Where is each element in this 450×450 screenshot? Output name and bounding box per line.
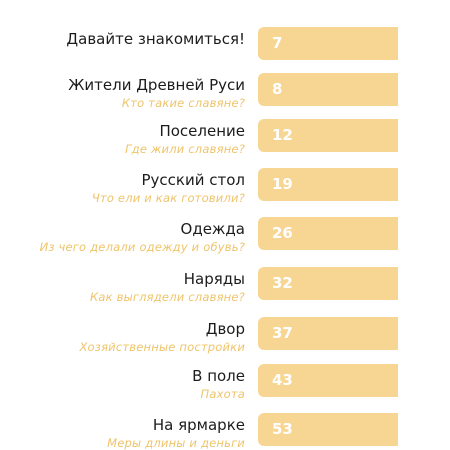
page-number: 53 bbox=[272, 420, 293, 438]
toc-entry-text: Жители Древней Руси Кто такие славяне? bbox=[5, 76, 245, 110]
toc-entry-subtitle: Меры длины и деньги bbox=[107, 436, 245, 450]
page-number-tab: 32 bbox=[258, 267, 398, 300]
toc-entry-subtitle: Пахота bbox=[200, 387, 245, 401]
toc-entry[interactable]: Давайте знакомиться! 7 bbox=[0, 27, 450, 78]
page-number-tab: 19 bbox=[258, 168, 398, 201]
page-number-tab: 26 bbox=[258, 217, 398, 250]
toc-entry-subtitle: Где жили славяне? bbox=[125, 142, 245, 156]
page-number: 26 bbox=[272, 224, 293, 242]
page-number: 8 bbox=[272, 80, 283, 98]
toc-entry-subtitle: Что ели и как готовили? bbox=[91, 191, 245, 205]
page-number-tab: 7 bbox=[258, 27, 398, 60]
toc-entry-text: Русский стол Что ели и как готовили? bbox=[5, 171, 245, 205]
page-number: 19 bbox=[272, 175, 293, 193]
toc-entry-subtitle: Хозяйственные постройки bbox=[79, 340, 245, 354]
toc-entry-title: Жители Древней Руси bbox=[68, 76, 245, 94]
page-number: 7 bbox=[272, 34, 283, 52]
toc-entry-text: Наряды Как выглядели славяне? bbox=[5, 270, 245, 304]
toc-entry-text: Давайте знакомиться! bbox=[5, 30, 245, 48]
page-number: 43 bbox=[272, 371, 293, 389]
toc-entry-title: Русский стол bbox=[141, 171, 246, 189]
toc-entry-title: На ярмарке bbox=[152, 416, 245, 434]
toc-entry-title: Поселение bbox=[159, 122, 245, 140]
toc-entry-title: Давайте знакомиться! bbox=[66, 30, 245, 48]
toc-entry-title: Одежда bbox=[180, 220, 245, 238]
toc-entry-text: Одежда Из чего делали одежду и обувь? bbox=[5, 220, 245, 254]
toc-entry-subtitle: Из чего делали одежду и обувь? bbox=[39, 240, 245, 254]
toc-entry-title: В поле bbox=[192, 367, 245, 385]
page-number-tab: 37 bbox=[258, 317, 398, 350]
page-number-tab: 8 bbox=[258, 73, 398, 106]
toc-entry-subtitle: Как выглядели славяне? bbox=[89, 290, 245, 304]
toc-entry-text: На ярмарке Меры длины и деньги bbox=[5, 416, 245, 450]
toc-entry-text: Поселение Где жили славяне? bbox=[5, 122, 245, 156]
toc-entry-text: Двор Хозяйственные постройки bbox=[5, 320, 245, 354]
toc-entry-text: В поле Пахота bbox=[5, 367, 245, 401]
toc-entry-title: Двор bbox=[205, 320, 245, 338]
page-number: 12 bbox=[272, 126, 293, 144]
toc-entry-subtitle: Кто такие славяне? bbox=[121, 96, 245, 110]
page-number: 37 bbox=[272, 324, 293, 342]
page-number-tab: 43 bbox=[258, 364, 398, 397]
page-number-tab: 53 bbox=[258, 413, 398, 446]
toc-entry[interactable]: Русский стол Что ели и как готовили? 19 bbox=[0, 168, 450, 219]
toc-entry[interactable]: Наряды Как выглядели славяне? 32 bbox=[0, 267, 450, 318]
toc-entry-title: Наряды bbox=[183, 270, 245, 288]
toc-entry[interactable]: В поле Пахота 43 bbox=[0, 364, 450, 415]
toc-entry[interactable]: Жители Древней Руси Кто такие славяне? 8 bbox=[0, 73, 450, 124]
toc-entry[interactable]: Поселение Где жили славяне? 12 bbox=[0, 119, 450, 170]
page-number: 32 bbox=[272, 274, 293, 292]
toc-entry[interactable]: Одежда Из чего делали одежду и обувь? 26 bbox=[0, 217, 450, 268]
toc-entry[interactable]: На ярмарке Меры длины и деньги 53 bbox=[0, 413, 450, 450]
toc-entry[interactable]: Двор Хозяйственные постройки 37 bbox=[0, 317, 450, 368]
page-number-tab: 12 bbox=[258, 119, 398, 152]
